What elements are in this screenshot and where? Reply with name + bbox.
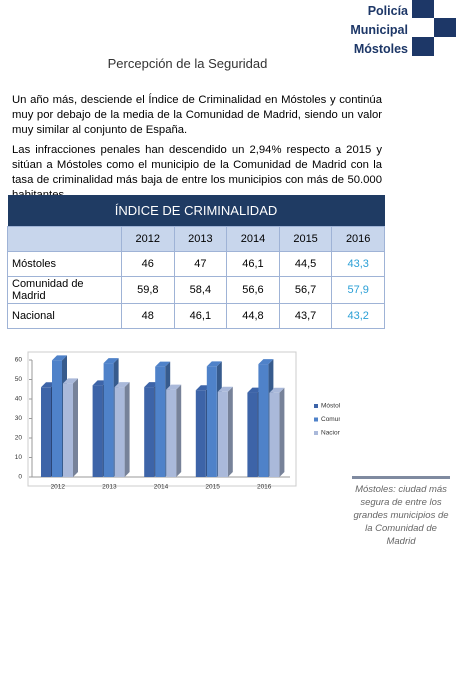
bar-top <box>166 384 182 390</box>
logo-line: Municipal <box>350 23 408 37</box>
bar-side <box>176 384 182 477</box>
table-row: Nacional 48 46,1 44,8 43,7 43,2 <box>7 303 385 329</box>
y-tick-label: 0 <box>18 474 22 481</box>
bar-top <box>114 382 130 388</box>
logo: Policía Municipal Móstoles <box>350 2 408 59</box>
x-tick-label: 2012 <box>51 484 66 491</box>
table-cell: 58,4 <box>173 276 228 304</box>
bar <box>41 387 51 477</box>
table-cell: Móstoles <box>7 251 122 277</box>
x-tick-label: 2014 <box>154 484 169 491</box>
x-tick-label: 2016 <box>257 484 272 491</box>
header-cell: 2016 <box>331 226 385 252</box>
bar-side <box>124 382 130 477</box>
bar <box>63 383 73 477</box>
y-tick-label: 20 <box>15 435 23 442</box>
criminality-table: ÍNDICE DE CRIMINALIDAD 2012 2013 2014 2015 20… <box>7 195 385 329</box>
chart-frame <box>27 351 297 487</box>
table-cell: 44,5 <box>278 251 333 277</box>
caption: Móstoles: ciudad más segura de entre los… <box>352 476 450 548</box>
legend-swatch <box>314 431 318 435</box>
bar-top <box>206 361 222 367</box>
table-cell: Comunidad de Madrid <box>7 276 122 304</box>
x-tick-label: 2015 <box>205 484 220 491</box>
page-title: Percepción de la Seguridad <box>107 56 268 71</box>
table-cell: 43,7 <box>278 303 333 329</box>
y-tick-label: 40 <box>15 396 23 403</box>
bar <box>103 363 114 477</box>
bar <box>52 360 62 477</box>
bar <box>166 389 177 477</box>
table-cell: 57,9 <box>331 276 385 304</box>
table-cell: 47 <box>173 251 228 277</box>
bar <box>258 364 269 477</box>
legend-label: Nacional <box>321 430 340 437</box>
y-tick-label: 60 <box>15 357 23 364</box>
bar-side <box>227 386 233 477</box>
table-cell: 46 <box>121 251 175 277</box>
bar <box>247 392 258 477</box>
bar-side <box>73 378 78 477</box>
x-tick-label: 2013 <box>102 484 117 491</box>
bar <box>269 392 280 477</box>
bar <box>217 391 228 477</box>
table-cell: 44,8 <box>226 303 280 329</box>
table-cell: 46,1 <box>226 251 280 277</box>
paragraph: Las infracciones penales han descendido … <box>12 144 382 201</box>
bar-top <box>52 355 67 361</box>
bar-top <box>217 386 233 392</box>
bar-top <box>258 359 274 365</box>
header-cell: 2014 <box>226 226 280 252</box>
y-tick-label: 50 <box>15 376 23 383</box>
table-cell: 43,3 <box>331 251 385 277</box>
y-tick-label: 10 <box>15 454 23 461</box>
bar-top <box>155 361 171 367</box>
table-cell: Nacional <box>7 303 122 329</box>
table-row: Móstoles 46 47 46,1 44,5 43,3 <box>7 251 385 277</box>
table-cell: 59,8 <box>121 276 175 304</box>
logo-squares <box>412 0 456 56</box>
bar-top <box>103 358 119 364</box>
header-cell: 2012 <box>121 226 175 252</box>
table-cell: 56,7 <box>278 276 333 304</box>
y-tick-label: 30 <box>15 415 23 422</box>
legend-swatch <box>314 404 318 408</box>
table-row: Comunidad de Madrid 59,8 58,4 56,6 56,7 57,9 <box>7 276 385 304</box>
header-cell: 2013 <box>173 226 228 252</box>
logo-line: Policía <box>367 4 408 18</box>
header-cell <box>7 226 122 252</box>
header-cell: 2015 <box>278 226 333 252</box>
table-title-row: ÍNDICE DE CRIMINALIDAD <box>7 195 385 227</box>
logo-line: Móstoles <box>353 42 408 56</box>
table-cell: 48 <box>121 303 175 329</box>
paragraph: Un año más, desciende el Índice de Crimi… <box>12 94 382 136</box>
table-cell: 56,6 <box>226 276 280 304</box>
bar <box>144 387 155 477</box>
table-header-row: 2012 2013 2014 2015 2016 <box>7 226 385 252</box>
table-cell: 43,2 <box>331 303 385 329</box>
bar <box>92 385 103 477</box>
bar-top <box>269 387 285 393</box>
table-title: ÍNDICE DE CRIMINALIDAD <box>7 195 385 227</box>
bar <box>155 366 166 477</box>
bar-top <box>63 378 78 384</box>
table-cell: 46,1 <box>173 303 228 329</box>
bar <box>195 390 206 477</box>
legend-label: Comunidad de Madrid <box>321 416 340 423</box>
chart: 0 10 20 30 40 50 60 2012 2013 2014 2015 2016 Móstole… <box>15 351 340 491</box>
bar-side <box>279 387 285 477</box>
legend-label: Móstoles <box>321 403 340 410</box>
bar <box>114 387 125 477</box>
bar <box>206 366 217 477</box>
legend-swatch <box>314 417 318 422</box>
